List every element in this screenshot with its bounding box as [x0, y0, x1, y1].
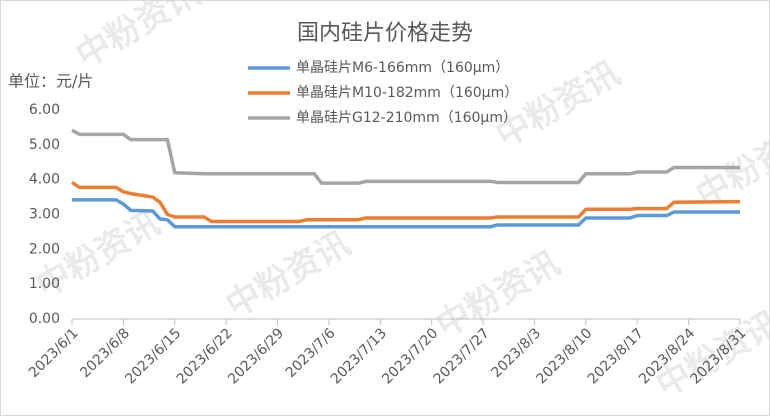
y-tick-label: 2.00: [29, 241, 60, 257]
legend-label: 单晶硅片G12-210mm（160µm）: [296, 110, 517, 126]
y-tick-label: 5.00: [29, 137, 60, 153]
y-unit-label: 单位：元/片: [8, 72, 93, 91]
legend-label: 单晶硅片M6-166mm（160µm）: [296, 60, 509, 76]
series-line: [72, 198, 740, 229]
y-tick-label: 0.00: [29, 311, 60, 327]
series-line: [71, 128, 740, 185]
series-line: [71, 180, 741, 224]
y-tick-label: 4.00: [29, 172, 60, 188]
legend-label: 单晶硅片M10-182mm（160µm）: [296, 85, 518, 101]
y-tick-label: 6.00: [29, 102, 60, 118]
y-tick-label: 1.00: [29, 276, 60, 292]
y-tick-label: 3.00: [29, 207, 60, 223]
chart-title: 国内硅片价格走势: [297, 21, 473, 46]
